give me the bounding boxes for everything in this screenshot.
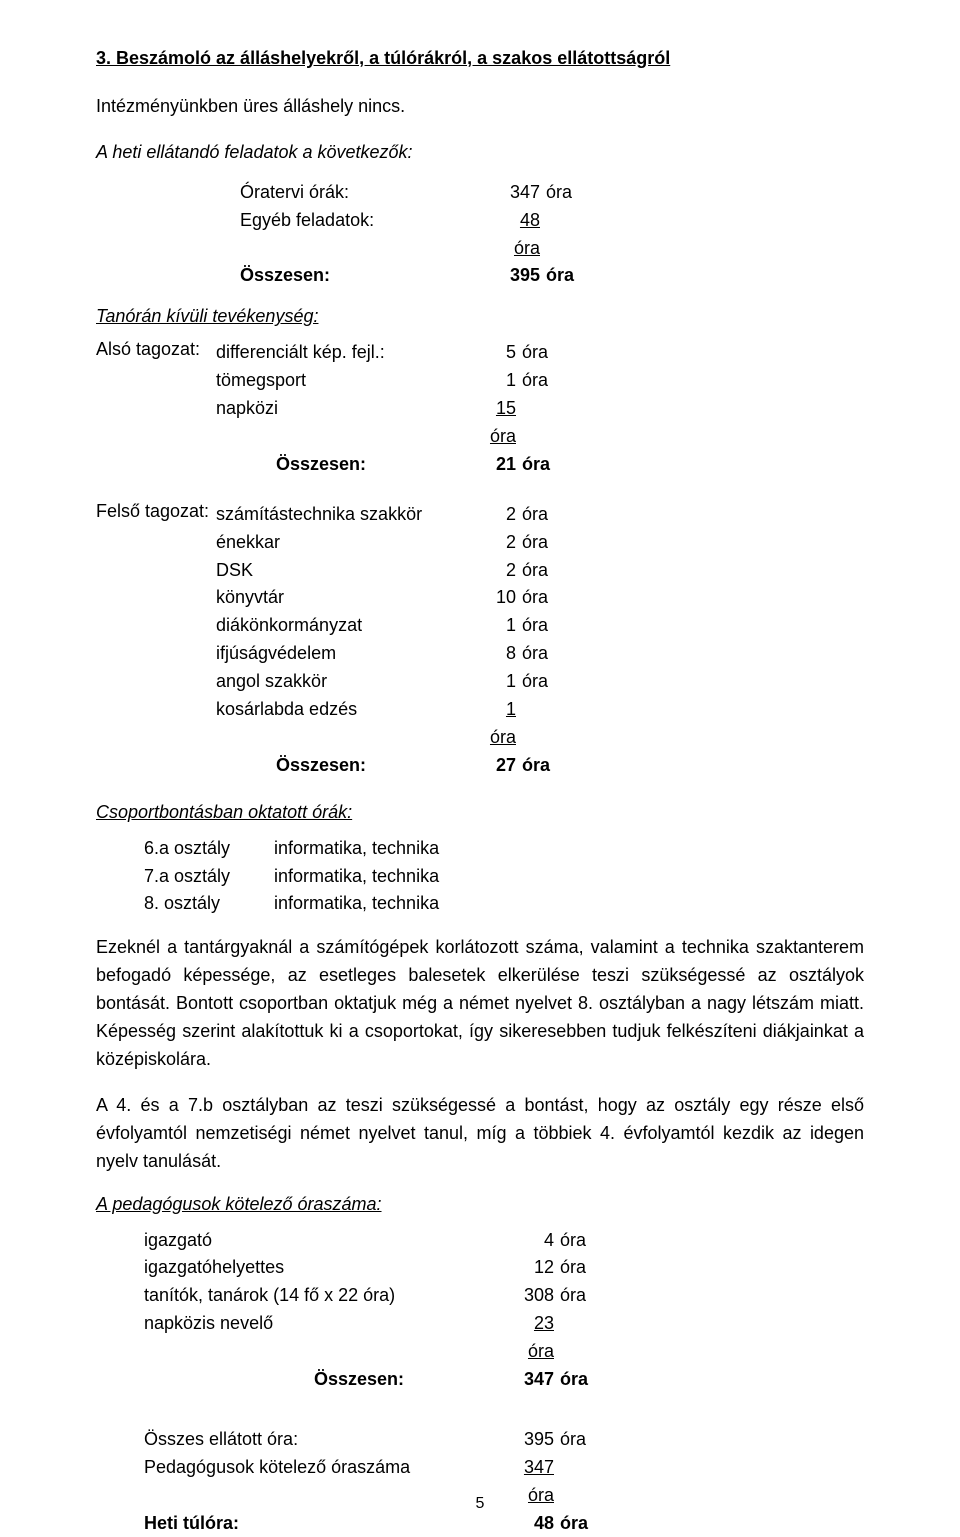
row-osszesen-1: Összesen: 395 óra <box>240 262 864 290</box>
ped-row: tanítók, tanárok (14 fő x 22 óra)308óra <box>144 1282 864 1310</box>
csop-row: 6.a osztályinformatika, technika <box>144 835 864 863</box>
body-1: Ezeknél a tantárgyaknál a számítógépek k… <box>96 934 864 1073</box>
row-egyeb: Egyéb feladatok: 48 óra <box>240 207 864 263</box>
csop-title: Csoportbontásban oktatott órák: <box>96 802 864 823</box>
oratervi-block: Óratervi órák: 347 óra Egyéb feladatok: … <box>240 179 864 291</box>
summary-row: Összes ellátott óra:395óra <box>144 1426 864 1454</box>
felso-block: Felső tagozat: számítástechnika szakkör2… <box>96 501 864 780</box>
csop-row: 8. osztályinformatika, technika <box>144 890 864 918</box>
intro-1: Intézményünkben üres álláshely nincs. <box>96 93 864 121</box>
ped-row: igazgató4óra <box>144 1227 864 1255</box>
tanoran-title: Tanórán kívüli tevékenység: <box>96 306 864 327</box>
summary-row-total: Heti túlóra:48óra <box>144 1510 864 1537</box>
ped-osszesen: Összesen:347óra <box>144 1366 864 1394</box>
section-heading: 3. Beszámoló az álláshelyekről, a túlórá… <box>96 48 864 69</box>
row-oratervi: Óratervi órák: 347 óra <box>240 179 864 207</box>
page-number: 5 <box>0 1495 960 1513</box>
felso-label: Felső tagozat: <box>96 501 216 780</box>
ped-row: napközis nevelő23 óra <box>144 1310 864 1366</box>
csop-row: 7.a osztályinformatika, technika <box>144 863 864 891</box>
ped-row: igazgatóhelyettes12óra <box>144 1254 864 1282</box>
also-label: Alsó tagozat: <box>96 339 216 478</box>
body-2: A 4. és a 7.b osztályban az teszi szüksé… <box>96 1092 864 1176</box>
also-block: Alsó tagozat: differenciált kép. fejl.:5… <box>96 339 864 478</box>
intro-2: A heti ellátandó feladatok a következők: <box>96 139 864 167</box>
ped-title: A pedagógusok kötelező óraszáma: <box>96 1194 864 1215</box>
